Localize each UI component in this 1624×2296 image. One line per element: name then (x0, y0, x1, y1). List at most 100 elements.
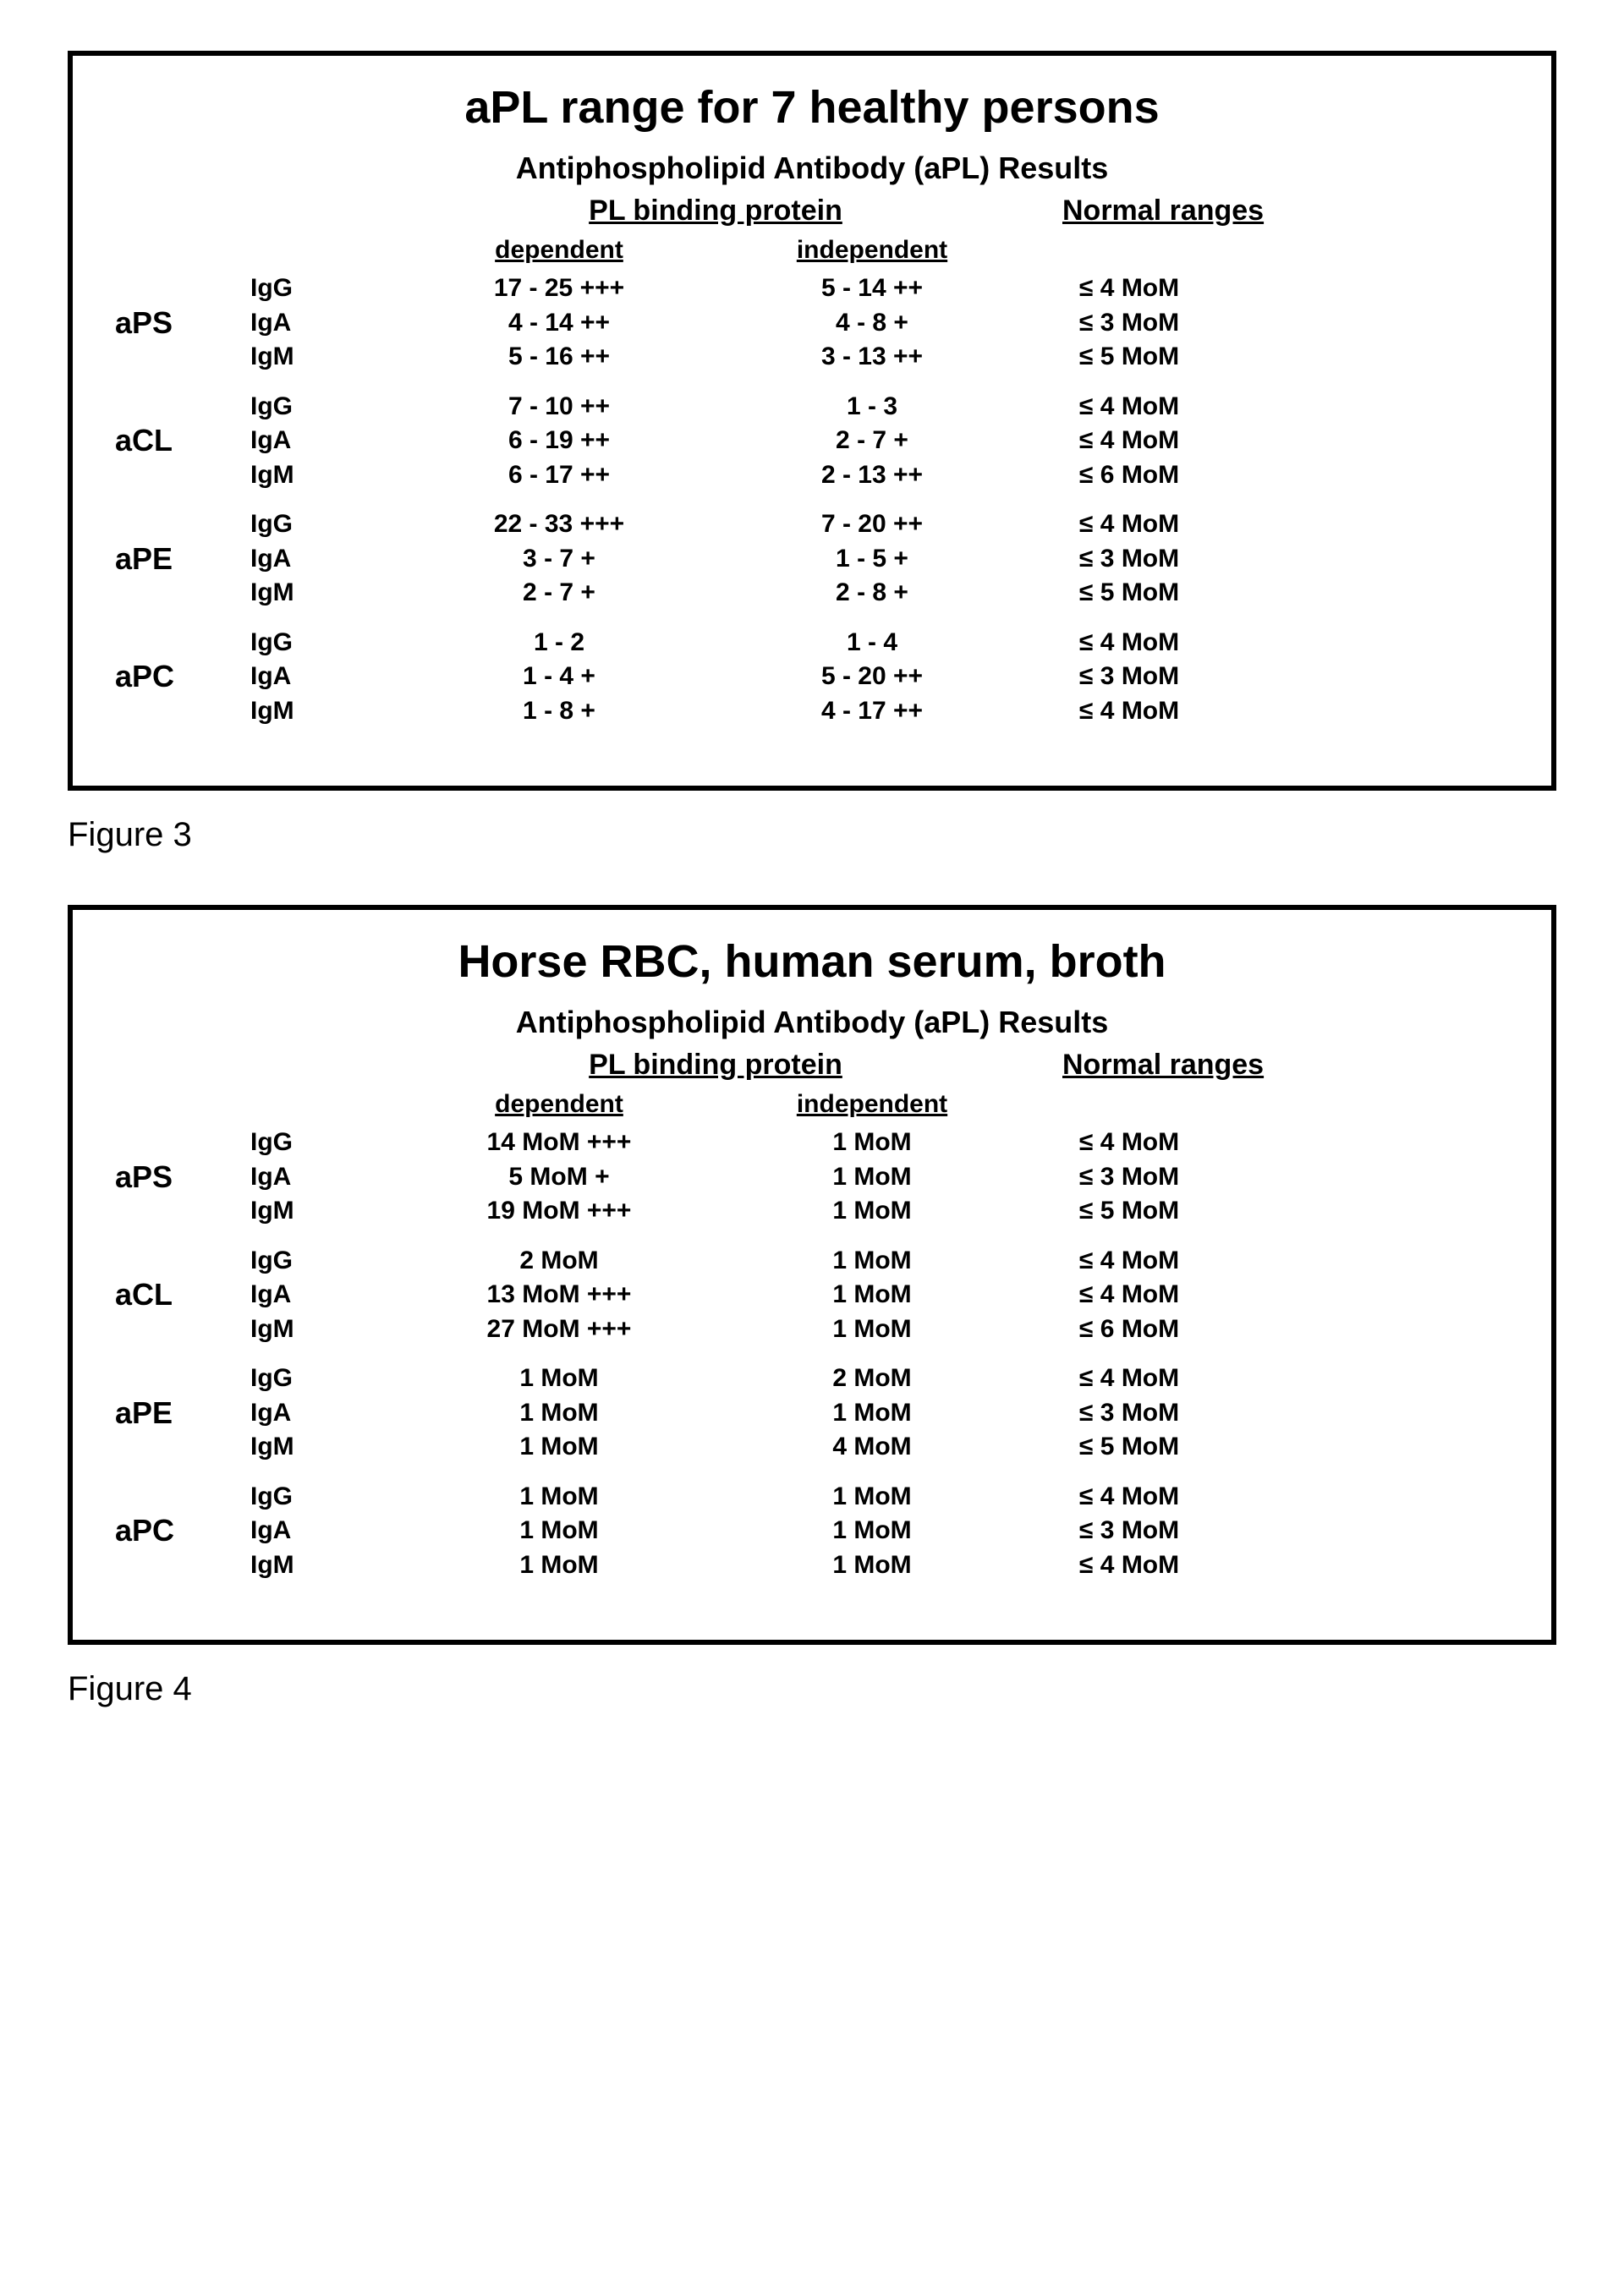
group-label: aPE (115, 507, 250, 611)
ig-cell: IgM (250, 458, 403, 493)
independent-cell: 4 - 8 + (716, 306, 1029, 341)
dependent-header: dependent (403, 236, 716, 265)
independent-header: independent (716, 1090, 1029, 1119)
ig-cell: IgA (250, 1278, 403, 1312)
ig-cell: IgM (250, 1548, 403, 1583)
independent-cell: 1 MoM (716, 1278, 1029, 1312)
dependent-cell: 6 - 17 ++ (403, 458, 716, 493)
normal-range-cell: ≤ 4 MoM (1029, 1126, 1418, 1160)
spacer (115, 195, 403, 227)
table-row: IgA1 - 4 +5 - 20 ++≤ 3 MoM (250, 660, 1509, 694)
independent-cell: 1 - 5 + (716, 542, 1029, 577)
normal-range-cell: ≤ 4 MoM (1029, 694, 1418, 729)
table-row: IgM1 MoM4 MoM≤ 5 MoM (250, 1430, 1509, 1465)
ig-cell: IgM (250, 1312, 403, 1347)
normal-range-cell: ≤ 6 MoM (1029, 458, 1418, 493)
table-row: IgM1 - 8 +4 - 17 ++≤ 4 MoM (250, 694, 1509, 729)
normal-range-cell: ≤ 4 MoM (1029, 1480, 1418, 1515)
dependent-cell: 6 - 19 ++ (403, 424, 716, 458)
independent-cell: 3 - 13 ++ (716, 340, 1029, 375)
dependent-cell: 7 - 10 ++ (403, 390, 716, 425)
ig-cell: IgM (250, 1430, 403, 1465)
table-row: IgG14 MoM +++1 MoM≤ 4 MoM (250, 1126, 1509, 1160)
spacer (115, 236, 403, 265)
normal-range-cell: ≤ 4 MoM (1029, 1244, 1418, 1279)
table-row: IgA4 - 14 ++4 - 8 +≤ 3 MoM (250, 306, 1509, 341)
group-label: aPC (115, 626, 250, 729)
group-label: aPE (115, 1362, 250, 1465)
independent-cell: 4 - 17 ++ (716, 694, 1029, 729)
group-label: aPS (115, 1126, 250, 1229)
figure3-table-body: aPSIgG17 - 25 +++5 - 14 ++≤ 4 MoMIgA4 - … (115, 271, 1509, 728)
ig-cell: IgA (250, 306, 403, 341)
group-aPC: aPCIgG1 - 21 - 4≤ 4 MoMIgA1 - 4 +5 - 20 … (115, 626, 1509, 729)
ig-cell: IgA (250, 1514, 403, 1548)
independent-cell: 1 MoM (716, 1126, 1029, 1160)
dependent-cell: 2 MoM (403, 1244, 716, 1279)
pl-binding-header: PL binding protein (403, 1049, 1029, 1082)
independent-cell: 1 - 3 (716, 390, 1029, 425)
ig-cell: IgA (250, 542, 403, 577)
table-row: IgG2 MoM1 MoM≤ 4 MoM (250, 1244, 1509, 1279)
normal-range-cell: ≤ 4 MoM (1029, 626, 1418, 660)
independent-cell: 2 - 8 + (716, 576, 1029, 611)
ig-cell: IgG (250, 1126, 403, 1160)
independent-cell: 2 MoM (716, 1362, 1029, 1396)
dependent-cell: 14 MoM +++ (403, 1126, 716, 1160)
ig-cell: IgG (250, 1362, 403, 1396)
spacer (115, 1049, 403, 1082)
group-aPE: aPEIgG1 MoM2 MoM≤ 4 MoMIgA1 MoM1 MoM≤ 3 … (115, 1362, 1509, 1465)
independent-cell: 1 MoM (716, 1514, 1029, 1548)
group-aCL: aCLIgG2 MoM1 MoM≤ 4 MoMIgA13 MoM +++1 Mo… (115, 1244, 1509, 1347)
normal-range-cell: ≤ 5 MoM (1029, 576, 1418, 611)
normal-range-cell: ≤ 4 MoM (1029, 390, 1418, 425)
independent-cell: 1 - 4 (716, 626, 1029, 660)
group-aPS: aPSIgG17 - 25 +++5 - 14 ++≤ 4 MoMIgA4 - … (115, 271, 1509, 375)
ig-cell: IgG (250, 390, 403, 425)
group-rows: IgG1 - 21 - 4≤ 4 MoMIgA1 - 4 +5 - 20 ++≤… (250, 626, 1509, 729)
ig-cell: IgM (250, 1194, 403, 1229)
group-aPC: aPCIgG1 MoM1 MoM≤ 4 MoMIgA1 MoM1 MoM≤ 3 … (115, 1480, 1509, 1583)
independent-cell: 1 MoM (716, 1160, 1029, 1195)
table-row: IgA13 MoM +++1 MoM≤ 4 MoM (250, 1278, 1509, 1312)
normal-range-cell: ≤ 4 MoM (1029, 1362, 1418, 1396)
ig-cell: IgG (250, 1244, 403, 1279)
normal-range-cell: ≤ 3 MoM (1029, 660, 1418, 694)
table-row: IgM2 - 7 +2 - 8 +≤ 5 MoM (250, 576, 1509, 611)
group-rows: IgG1 MoM2 MoM≤ 4 MoMIgA1 MoM1 MoM≤ 3 MoM… (250, 1362, 1509, 1465)
dependent-cell: 27 MoM +++ (403, 1312, 716, 1347)
normal-range-cell: ≤ 5 MoM (1029, 1430, 1418, 1465)
normal-range-cell: ≤ 4 MoM (1029, 1548, 1418, 1583)
spacer (115, 1090, 403, 1119)
dependent-cell: 1 MoM (403, 1480, 716, 1515)
table-row: IgG1 MoM2 MoM≤ 4 MoM (250, 1362, 1509, 1396)
group-label: aCL (115, 390, 250, 493)
figure4-subheader-row: dependent independent (115, 1090, 1509, 1119)
table-row: IgG17 - 25 +++5 - 14 ++≤ 4 MoM (250, 271, 1509, 306)
table-row: IgA1 MoM1 MoM≤ 3 MoM (250, 1514, 1509, 1548)
figure3-title: aPL range for 7 healthy persons (115, 81, 1509, 134)
independent-cell: 5 - 14 ++ (716, 271, 1029, 306)
table-row: IgA5 MoM +1 MoM≤ 3 MoM (250, 1160, 1509, 1195)
figure3-subheader-row: dependent independent (115, 236, 1509, 265)
dependent-cell: 3 - 7 + (403, 542, 716, 577)
independent-cell: 1 MoM (716, 1548, 1029, 1583)
independent-cell: 2 - 7 + (716, 424, 1029, 458)
dependent-cell: 1 - 2 (403, 626, 716, 660)
group-rows: IgG22 - 33 +++7 - 20 ++≤ 4 MoMIgA3 - 7 +… (250, 507, 1509, 611)
ig-cell: IgM (250, 694, 403, 729)
independent-cell: 4 MoM (716, 1430, 1029, 1465)
normal-range-cell: ≤ 4 MoM (1029, 507, 1418, 542)
group-aPE: aPEIgG22 - 33 +++7 - 20 ++≤ 4 MoMIgA3 - … (115, 507, 1509, 611)
ig-cell: IgM (250, 576, 403, 611)
independent-header: independent (716, 236, 1029, 265)
normal-range-cell: ≤ 5 MoM (1029, 1194, 1418, 1229)
dependent-cell: 2 - 7 + (403, 576, 716, 611)
pl-binding-header: PL binding protein (403, 195, 1029, 227)
dependent-cell: 5 - 16 ++ (403, 340, 716, 375)
dependent-cell: 1 MoM (403, 1514, 716, 1548)
table-row: IgM5 - 16 ++3 - 13 ++≤ 5 MoM (250, 340, 1509, 375)
normal-ranges-header: Normal ranges (1029, 195, 1401, 227)
normal-range-cell: ≤ 6 MoM (1029, 1312, 1418, 1347)
table-row: IgA3 - 7 +1 - 5 +≤ 3 MoM (250, 542, 1509, 577)
